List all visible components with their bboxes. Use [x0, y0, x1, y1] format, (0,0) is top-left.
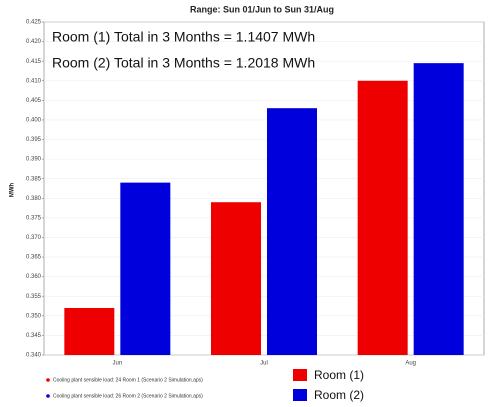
- legend-dot: [46, 378, 50, 382]
- annotation: Room (1) Total in 3 Months = 1.1407 MWh: [52, 29, 315, 45]
- legend-swatch: [293, 389, 307, 401]
- y-tick-label: 0.345: [26, 333, 42, 339]
- chart-title: Range: Sun 01/Jun to Sun 31/Aug: [190, 4, 334, 14]
- y-tick-label: 0.370: [26, 235, 42, 241]
- bar: [413, 63, 464, 356]
- y-tick-label: 0.380: [26, 196, 42, 202]
- y-tick-label: 0.365: [26, 255, 42, 261]
- bar: [357, 80, 408, 355]
- x-tick-label: Aug: [405, 361, 416, 367]
- bar: [267, 108, 317, 355]
- y-tick-label: 0.410: [26, 78, 42, 84]
- legend-description: Cooling plant sensible load: 26 Room 2 (…: [53, 393, 203, 399]
- annotation: Room (2) Total in 3 Months = 1.2018 MWh: [52, 55, 315, 71]
- y-tick-label: 0.360: [26, 274, 42, 280]
- legend-label: Room (2): [314, 388, 364, 402]
- legend-description: Cooling plant sensible load: 24 Room 1 (…: [53, 377, 203, 383]
- y-axis-label: MWh: [10, 183, 16, 198]
- y-tick-label: 0.390: [26, 157, 42, 163]
- y-tick-label: 0.405: [26, 98, 42, 104]
- y-tick-label: 0.415: [26, 59, 42, 65]
- y-tick-label: 0.340: [26, 353, 42, 359]
- plot-area: [43, 21, 485, 356]
- y-tick-label: 0.385: [26, 176, 42, 182]
- y-tick-label: 0.425: [26, 20, 42, 26]
- y-tick-label: 0.420: [26, 39, 42, 45]
- y-tick-label: 0.350: [26, 313, 42, 319]
- legend-swatch: [293, 369, 307, 381]
- y-tick-label: 0.395: [26, 137, 42, 143]
- x-tick-label: Jun: [112, 361, 122, 367]
- bar: [120, 182, 171, 355]
- y-tick-label: 0.355: [26, 294, 42, 300]
- y-tick-label: 0.400: [26, 118, 42, 124]
- x-tick-label: Jul: [260, 361, 268, 367]
- legend-dot: [46, 394, 50, 398]
- bar: [211, 202, 261, 355]
- bar: [64, 307, 115, 355]
- legend-label: Room (1): [314, 368, 364, 382]
- y-tick-label: 0.375: [26, 215, 42, 221]
